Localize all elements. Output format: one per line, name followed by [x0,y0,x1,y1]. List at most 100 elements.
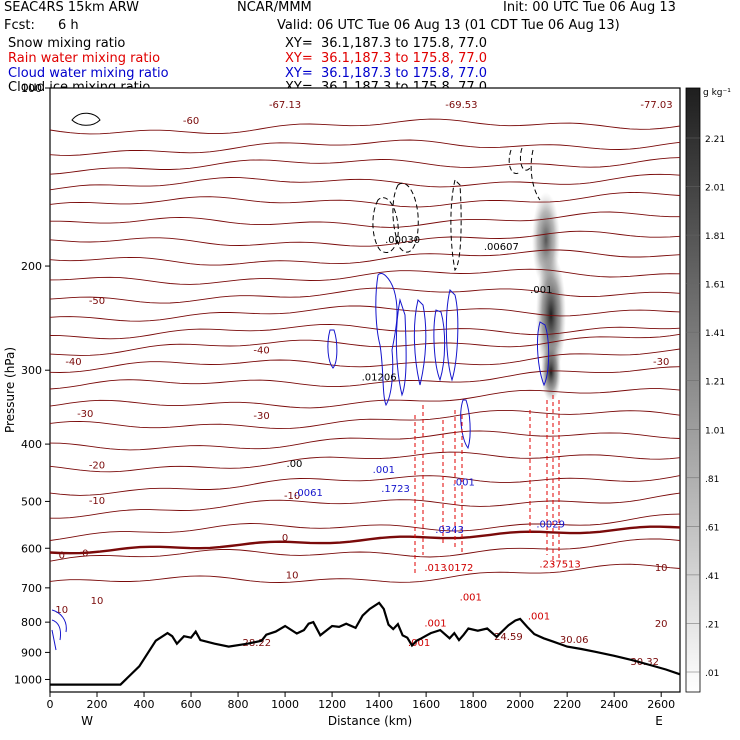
field-maximum-label: .001 [373,465,395,476]
isotherm-label: -40 [65,357,81,368]
colorbar-tick-label: .41 [705,572,719,582]
x-axis-label: Distance (km) [328,714,412,728]
y-axis: 100 200 300 400 500 600 700 800 900 1000 [14,82,50,686]
isotherm-label: 0 [282,533,288,544]
isotherm-line [50,563,680,583]
x-tick-label: 600 [181,698,202,711]
ice-contour-a [372,197,399,253]
ice-contour-d [508,149,521,174]
x-axis-right-end: E [655,714,663,728]
isotherm-line [50,451,680,473]
isotherm-line [50,409,680,430]
plume-lower [541,342,561,402]
field-maximum-label: .0343 [435,525,464,536]
center-label: NCAR/MMM [237,0,312,15]
field-maximum-label: .001 [424,618,446,629]
colorbar-tick-label: 1.41 [705,329,725,339]
isotherm-label: -40 [253,345,269,356]
y-tick-label: 900 [21,646,42,659]
isotherm-line [50,230,680,247]
x-axis: 0 200 400 600 800 1000 1200 1400 1600 1800 2000 220… [47,692,675,711]
colorbar-tick-label: 1.01 [705,426,725,436]
isotherm-line [50,249,680,266]
colorbar-tick-label: .61 [705,523,719,533]
isotherm-line [50,287,680,304]
field-maximum-label: .00030 [385,235,420,246]
isotherm-label: -10 [89,496,105,507]
field-maximum-label: .001 [460,592,482,603]
x-tick-label: 1600 [412,698,440,711]
x-tick-label: 2400 [600,698,628,711]
valid-time: Valid: 06 UTC Tue 06 Aug 13 (01 CDT Tue … [277,18,620,33]
field-maximum-label: .001 [408,638,430,649]
field-maximum-label: .001 [530,285,552,296]
isotherm-label: -30 [77,409,93,420]
x-tick-label: 1800 [459,698,487,711]
field-maximum-label: .0172 [445,563,474,574]
field-maxima-labels: .00030 .00607 .001 .01206 .00 .0061 .1723 .001.… [287,235,581,649]
y-tick-label: 600 [21,542,42,555]
cloud-contour-a [327,329,338,369]
y-tick-label: 400 [21,438,42,451]
extremum-value-label: -69.53 [445,100,477,111]
colorbar-tick-label: 1.21 [705,378,725,388]
isotherm-line [50,305,680,322]
model-title: SEAC4RS 15km ARW [4,0,140,15]
field-maximum-label: .001 [528,612,550,623]
field-xy-rain: XY= 36.1,187.3 to 175.8, 77.0 [285,51,488,66]
x-tick-label: 2600 [647,698,675,711]
field-maximum-label: .0029 [536,519,565,530]
field-xy-snow: XY= 36.1,187.3 to 175.8, 77.0 [285,36,488,51]
y-tick-label: 300 [21,364,42,377]
y-tick-label: 700 [21,582,42,595]
isotherm-line [50,173,680,191]
isotherm-line [50,513,680,541]
colorbar-tick-label: 1.81 [705,232,725,242]
colorbar-tick-label: .21 [705,620,719,630]
temperature-contour-labels: -60 -50 -40 -40 -30 -30 -30 -20 -10 -10 0 0 0 10 10 10 1… [55,116,669,630]
isotherm-label: 10 [286,571,299,582]
isotherm-line [50,118,680,135]
ice-contour-g [71,112,101,126]
forecast-hour: 6 h [58,18,79,33]
field-maximum-label: .00 [287,459,303,470]
field-xy-cloud-water: XY= 36.1,187.3 to 175.8, 77.0 [285,66,488,81]
isotherm-label: -20 [89,461,105,472]
field-name-rain: Rain water mixing ratio [8,51,161,66]
isotherm-label: 0 [82,549,88,560]
colorbar-unit: g kg⁻¹ [703,88,731,98]
isotherm-line [50,211,680,228]
x-tick-label: 800 [228,698,249,711]
rain-contours [414,395,560,575]
cloud-water-contours [51,273,550,651]
x-tick-label: 2000 [506,698,534,711]
cloud-contour-c [395,298,407,397]
isotherm-line [50,333,680,356]
isotherm-line [50,323,680,340]
x-tick-label: 1400 [365,698,393,711]
isotherm-label: -50 [89,296,105,307]
isotherm-line [50,475,680,496]
extremum-value-label: 24.59 [494,632,523,643]
y-tick-label: 1000 [14,673,42,686]
isotherm-line [50,268,680,285]
isotherm-label: 20 [655,619,668,630]
isotherm-line [50,388,680,409]
isotherm-label: 10 [91,596,104,607]
field-maximum-label: .00607 [484,242,519,253]
isotherm-label: 0 [59,551,65,562]
temperature-contours [50,118,680,583]
colorbar-tick-label: 2.01 [705,184,725,194]
x-tick-label: 400 [134,698,155,711]
cloud-contour-h [536,321,550,387]
isotherm-line [50,366,680,390]
precip-plume [532,192,566,402]
colorbar-tick-labels: .01 .21 .41 .61 .81 1.01 1.21 1.41 1.61 1.81 2.01 2… [686,135,725,679]
colorbar-tick-label: .81 [705,475,719,485]
y-tick-label: 100 [21,82,42,95]
isotherm-line [50,430,680,451]
snow-ice-contours [71,112,541,272]
extremum-value-label: 28.22 [243,638,272,649]
isotherm-line [50,492,680,519]
isotherm-label: -30 [653,357,669,368]
